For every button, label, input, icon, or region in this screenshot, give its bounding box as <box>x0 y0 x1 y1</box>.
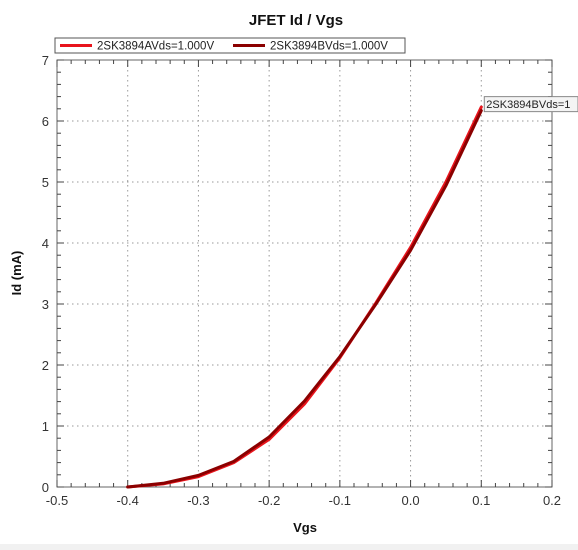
x-tick-label: -0.3 <box>187 493 209 508</box>
legend-box <box>54 37 406 54</box>
plot-frame <box>56 59 553 488</box>
y-tick-label: 5 <box>42 175 49 190</box>
x-tick-label: 0.1 <box>472 493 490 508</box>
grid <box>57 60 552 487</box>
chart-title: JFET Id / Vgs <box>249 12 343 29</box>
y-tick-label: 3 <box>42 297 49 312</box>
footer-bar <box>0 544 578 550</box>
y-axis-title: Id (mA) <box>9 251 24 296</box>
x-tick-label: -0.5 <box>46 493 68 508</box>
y-tick-label: 7 <box>42 53 49 68</box>
series-end-annotation: 2SK3894BVds=1 <box>483 96 578 113</box>
y-tick-label: 4 <box>42 236 49 251</box>
y-tick-label: 0 <box>42 480 49 495</box>
y-tick-label: 1 <box>42 419 49 434</box>
x-axis-title: Vgs <box>293 520 317 535</box>
y-tick-label: 2 <box>42 358 49 373</box>
y-tick-label: 6 <box>42 114 49 129</box>
series-line-2SK3894B <box>126 109 483 489</box>
legend-label-2SK3894B: 2SK3894BVds=1.000V <box>270 41 388 53</box>
x-tick-label: -0.2 <box>258 493 280 508</box>
series-layer <box>126 105 483 489</box>
x-tick-label: 0.2 <box>543 493 561 508</box>
x-tick-label: 0.0 <box>402 493 420 508</box>
x-tick-label: -0.4 <box>117 493 139 508</box>
legend: 2SK3894AVds=1.000V 2SK3894BVds=1.000V <box>54 37 406 54</box>
annotation-label: 2SK3894BVds=1 <box>486 99 570 111</box>
axis-ticks <box>56 59 553 488</box>
x-tick-label: -0.1 <box>329 493 351 508</box>
tick-labels: -0.5 -0.4 -0.3 -0.2 -0.1 0.0 0.1 0.2 0 1 2 3 4 5 6 7 <box>42 53 561 508</box>
legend-label-2SK3894A: 2SK3894AVds=1.000V <box>97 41 214 53</box>
